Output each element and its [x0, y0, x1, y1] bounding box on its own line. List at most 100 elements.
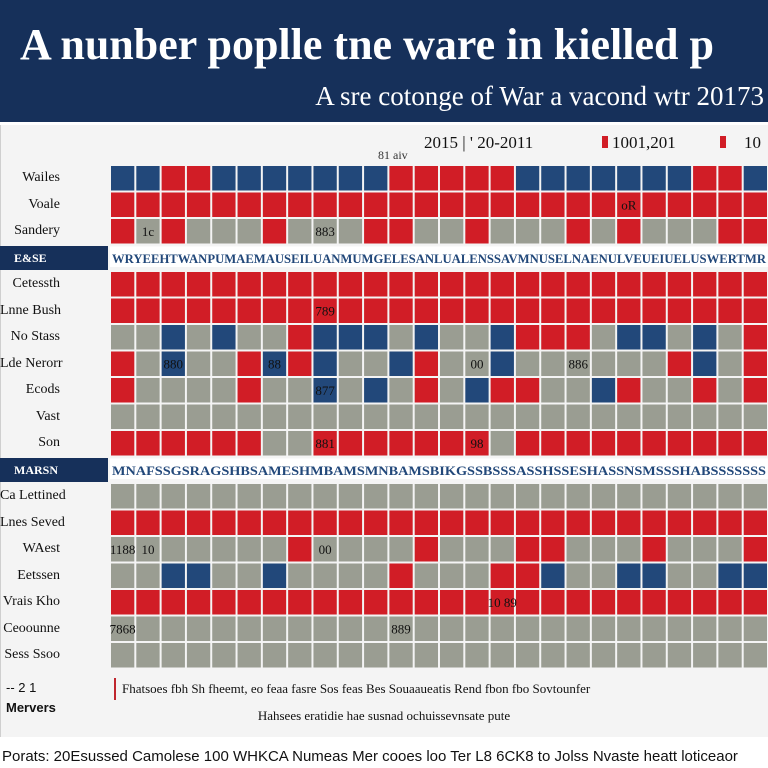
heatmap-cell — [465, 537, 489, 562]
heatmap-cell — [515, 378, 540, 403]
heatmap-cell — [161, 643, 185, 668]
heatmap-cell — [161, 298, 185, 323]
heatmap-cell — [515, 484, 540, 509]
heatmap-cell — [667, 219, 692, 244]
heatmap-cell — [541, 616, 565, 641]
heatmap-cell — [288, 643, 312, 668]
row-label: Ecods — [25, 382, 60, 397]
heatmap-cell — [465, 272, 489, 297]
heatmap-cell — [541, 272, 565, 297]
left-note-2: Mervers — [6, 700, 56, 715]
heatmap-cell — [465, 378, 489, 403]
cell-label: 789 — [315, 304, 335, 319]
heatmap-cell — [718, 590, 742, 615]
heatmap-cell — [186, 272, 211, 297]
heatmap-cell — [262, 378, 287, 403]
heatmap-cell — [212, 616, 236, 641]
heatmap-cell — [186, 431, 211, 456]
row-label: MARSN — [0, 457, 108, 482]
heatmap-cell — [515, 325, 540, 350]
heatmap-cell — [237, 219, 261, 244]
heatmap-cell — [237, 643, 261, 668]
heatmap-cell — [364, 192, 388, 217]
heatmap-cell — [642, 272, 666, 297]
row-label: Wailes — [22, 170, 60, 185]
row-label: Ca Lettined — [0, 488, 66, 503]
heatmap-cell — [718, 325, 742, 350]
heatmap-cell — [743, 404, 767, 429]
heatmap-cell — [186, 298, 211, 323]
heatmap-cell — [465, 484, 489, 509]
heatmap-cell — [566, 378, 590, 403]
heatmap-cell — [212, 166, 236, 191]
heatmap-cell — [237, 537, 261, 562]
row-label: Son — [38, 435, 60, 450]
heatmap-cell — [541, 510, 565, 535]
heatmap-cell — [111, 484, 135, 509]
heatmap-cell — [288, 351, 312, 376]
heatmap-cell — [490, 378, 514, 403]
heatmap-cell — [718, 537, 742, 562]
heatmap-cell — [617, 192, 641, 217]
heatmap-cell — [667, 404, 692, 429]
heatmap-cell — [389, 192, 413, 217]
cell-label: 880 — [164, 357, 184, 372]
heatmap-cell — [718, 378, 742, 403]
heatmap-cell — [718, 219, 742, 244]
heatmap-cell — [541, 563, 565, 588]
heatmap-cell — [136, 351, 160, 376]
heatmap-cell — [364, 298, 388, 323]
heatmap-cell — [718, 484, 742, 509]
heatmap-cell — [389, 351, 413, 376]
heatmap-cell — [743, 537, 767, 562]
row-label: Eetssen — [17, 567, 60, 583]
heatmap-cell — [262, 219, 287, 244]
row-label: Sandery — [14, 223, 60, 238]
row-label: No Stass — [10, 329, 60, 344]
heatmap-cell — [591, 510, 616, 535]
heatmap-cell — [566, 404, 590, 429]
heatmap-cell — [541, 431, 565, 456]
heatmap-cell — [541, 590, 565, 615]
heatmap-cell — [212, 404, 236, 429]
heatmap-cell — [364, 219, 388, 244]
heatmap-cell — [566, 272, 590, 297]
heatmap-cell — [212, 563, 236, 588]
heatmap-cell — [566, 431, 590, 456]
heatmap-cell — [313, 378, 337, 403]
heatmap-cell — [541, 484, 565, 509]
heatmap-cell — [642, 351, 666, 376]
cell-label: 1c — [142, 224, 155, 239]
heatmap-cell — [490, 298, 514, 323]
heatmap-cell — [186, 643, 211, 668]
heatmap-cell — [136, 219, 160, 244]
cell-label: 889 — [391, 622, 411, 637]
heatmap-cell — [186, 616, 211, 641]
heatmap-cell — [111, 219, 135, 244]
heatmap-cell — [743, 192, 767, 217]
heatmap-cell — [364, 166, 388, 191]
heatmap-cell — [262, 192, 287, 217]
cell-label: 98 — [470, 436, 483, 451]
heatmap-cell — [440, 272, 464, 297]
heatmap-cell — [288, 192, 312, 217]
heatmap-cell — [490, 510, 514, 535]
heatmap-cell — [743, 431, 767, 456]
heatmap-cell — [693, 378, 717, 403]
heatmap-cell — [693, 484, 717, 509]
row-label: Lnne Bush — [0, 302, 62, 318]
heatmap-cell — [440, 166, 464, 191]
heatmap-cell — [617, 616, 641, 641]
heatmap-cell — [515, 298, 540, 323]
heatmap-cell — [642, 166, 666, 191]
cell-label: 88 — [268, 357, 281, 372]
heatmap-cell — [515, 404, 540, 429]
heatmap-cell — [743, 325, 767, 350]
heatmap-cell — [541, 166, 565, 191]
heatmap-cell — [237, 298, 261, 323]
heatmap-cell — [566, 616, 590, 641]
title-banner — [0, 0, 768, 122]
heatmap-cell — [313, 325, 337, 350]
heatmap-cell — [111, 537, 135, 562]
heatmap-cell — [693, 166, 717, 191]
